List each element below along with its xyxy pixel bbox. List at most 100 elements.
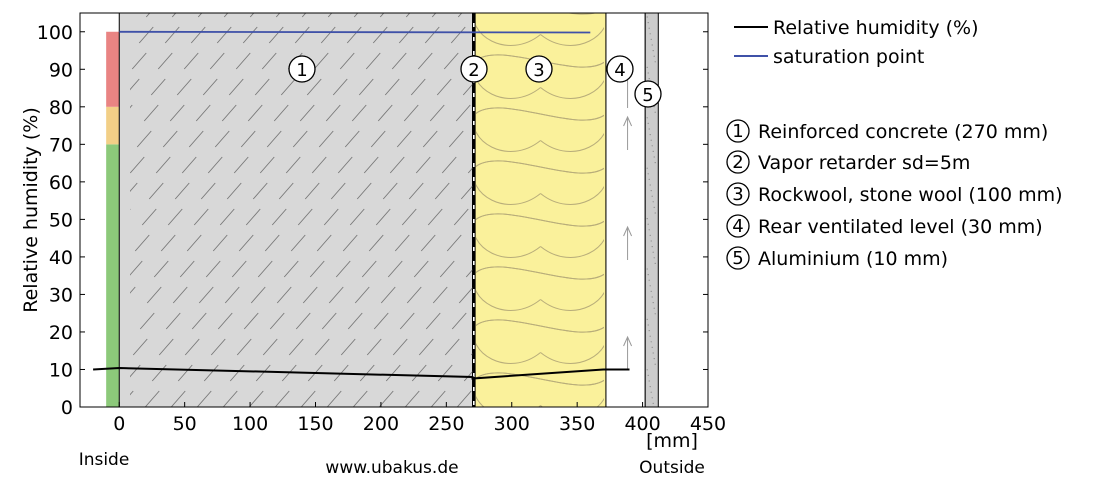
hatch-stroke: [249, 13, 255, 18]
hatch-stroke: [0, 105, 2, 121]
hatch-stroke: [392, 338, 408, 356]
hatch-stroke: [453, 208, 469, 226]
layer-legend-3: 3 Rockwool, stone wool (100 mm): [726, 182, 1063, 206]
hatch-stroke: [139, 312, 155, 330]
hatch-stroke: [667, 287, 681, 303]
metal-speckle: [654, 212, 656, 214]
hatch-stroke: [368, 234, 384, 252]
hatch-stroke: [714, 209, 728, 225]
metal-speckle: [646, 66, 648, 68]
hatch-stroke: [719, 287, 733, 303]
hatch-stroke: [299, 104, 315, 122]
hatch-stroke: [450, 26, 466, 44]
hatch-stroke: [22, 365, 36, 381]
hatch-stroke: [413, 260, 429, 278]
hatch-stroke: [301, 13, 307, 18]
hatch-stroke: [849, 287, 863, 303]
hatch-stroke: [138, 26, 154, 44]
hatch-stroke: [300, 390, 316, 407]
hatch-stroke: [704, 53, 718, 69]
hatch-stroke: [0, 391, 3, 407]
hatch-stroke: [130, 260, 143, 276]
hatch-stroke: [228, 78, 244, 96]
y-tick-label: 80: [49, 97, 73, 119]
hatch-stroke: [131, 52, 147, 70]
hatch-stroke: [259, 156, 275, 174]
hatch-stroke: [879, 79, 893, 95]
hatch-stroke: [254, 78, 270, 96]
humidity-band: [106, 144, 120, 408]
hatch-stroke: [170, 390, 186, 407]
hatch-stroke: [323, 208, 339, 226]
metal-speckle: [648, 128, 650, 130]
metal-speckle: [654, 162, 656, 164]
hatch-stroke: [380, 286, 396, 304]
hatch-stroke: [21, 79, 35, 95]
hatch-stroke: [676, 157, 690, 173]
hatch-stroke: [275, 13, 281, 18]
hatch-stroke: [411, 364, 427, 382]
insulation-loop: [476, 266, 604, 311]
metal-speckle: [653, 307, 655, 309]
hatch-stroke: [430, 390, 446, 407]
metal-speckle: [651, 246, 653, 248]
hatch-stroke: [186, 234, 202, 252]
layer-legend-badge: [726, 150, 750, 174]
hatch-stroke: [136, 130, 152, 148]
hatch-stroke: [846, 105, 860, 121]
hatch-stroke: [172, 286, 188, 304]
hatch-stroke: [745, 287, 759, 303]
hatch-stroke: [455, 104, 471, 122]
hatch-stroke: [931, 79, 945, 95]
metal-speckle: [649, 386, 651, 388]
hatch-stroke: [372, 26, 388, 44]
hatch-stroke: [316, 234, 332, 252]
hatch-stroke: [964, 53, 978, 69]
hatch-stroke: [332, 78, 348, 96]
hatch-stroke: [398, 26, 414, 44]
hatch-stroke: [700, 261, 714, 277]
hatch-stroke: [361, 260, 377, 278]
hatch-stroke: [749, 79, 763, 95]
hatch-stroke: [238, 234, 254, 252]
hatch-stroke: [769, 391, 783, 407]
x-tick-label: 300: [494, 413, 530, 435]
hatch-stroke: [295, 312, 311, 330]
hatch-stroke: [155, 156, 171, 174]
hatch-stroke: [351, 104, 367, 122]
hatch-stroke: [10, 313, 24, 329]
metal-speckle: [647, 223, 649, 225]
hatch-stroke: [686, 313, 700, 329]
hatch-stroke: [352, 390, 368, 407]
hatch-stroke: [353, 13, 359, 18]
hatch-stroke: [880, 365, 894, 381]
layer-legend-2: 2 Vapor retarder sd=5m: [726, 150, 970, 174]
hatch-stroke: [664, 105, 678, 121]
hatch-stroke: [130, 78, 140, 91]
hatch-stroke: [250, 286, 266, 304]
hatch-stroke: [197, 13, 203, 18]
hatch-stroke: [76, 261, 90, 277]
hatch-stroke: [15, 391, 29, 407]
hatch-stroke: [446, 234, 462, 252]
hatch-stroke: [802, 365, 816, 381]
hatch-stroke: [448, 130, 464, 148]
metal-speckle: [651, 44, 653, 46]
hatch-stroke: [424, 26, 440, 44]
metal-speckle: [650, 240, 652, 242]
hatch-stroke: [0, 79, 9, 95]
hatch-stroke: [854, 365, 868, 381]
metal-speckle: [650, 290, 652, 292]
hatch-stroke: [666, 1, 680, 17]
x-tick-label: 400: [624, 413, 660, 435]
hatch-stroke: [183, 52, 199, 70]
hatch-stroke: [707, 235, 721, 251]
hatch-stroke: [378, 390, 394, 407]
hatch-stroke: [978, 1, 992, 17]
metal-speckle: [649, 285, 651, 287]
metal-speckle: [646, 268, 648, 270]
hatch-stroke: [226, 182, 242, 200]
hatch-stroke: [134, 234, 150, 252]
hatch-stroke: [262, 338, 278, 356]
hatch-stroke: [370, 130, 386, 148]
